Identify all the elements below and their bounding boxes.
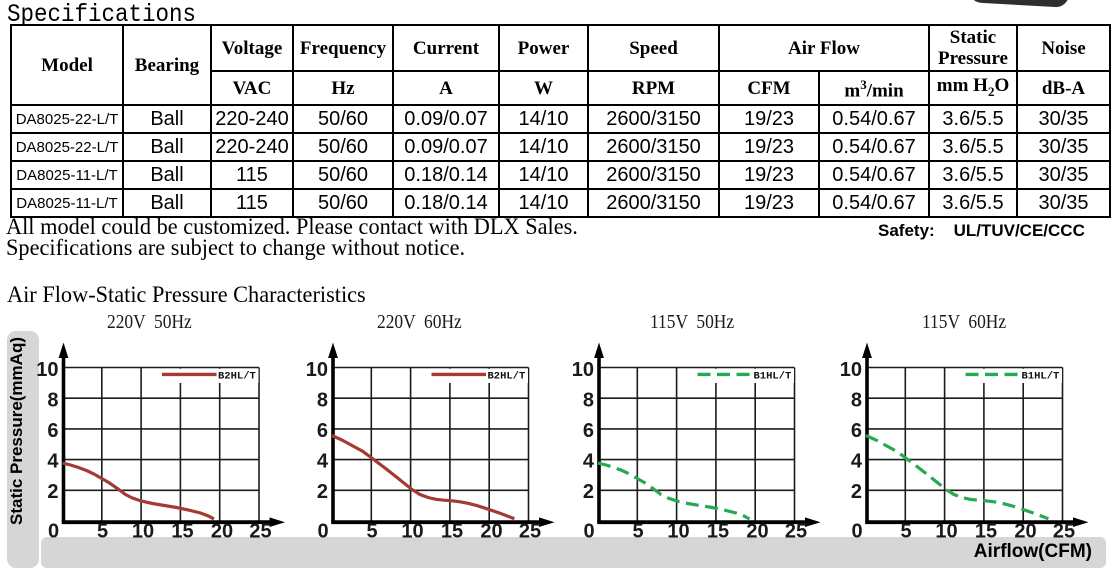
svg-text:B2HL/T: B2HL/T (488, 370, 526, 382)
svg-text:B1HL/T: B1HL/T (754, 370, 792, 382)
svg-text:B1HL/T: B1HL/T (1022, 370, 1060, 382)
svg-text:B2HL/T: B2HL/T (218, 370, 256, 382)
